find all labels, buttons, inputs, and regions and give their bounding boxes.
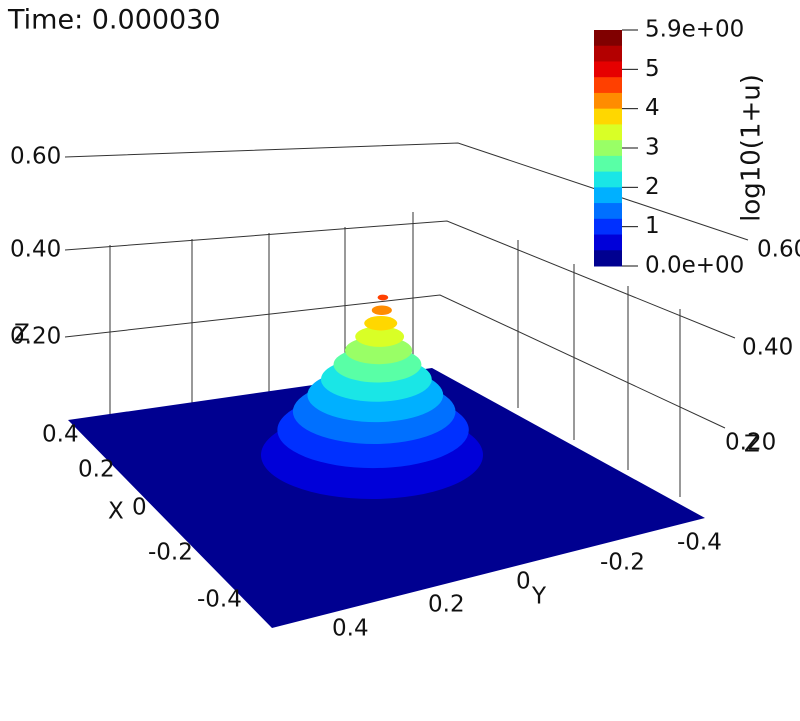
colorbar-band (594, 187, 622, 204)
colorbar-label: 5.9e+00 (645, 17, 744, 43)
colorbar-band (594, 203, 622, 220)
z-tick-label: 0.20 (725, 430, 776, 456)
grid-line (64, 220, 736, 339)
colorbar: 5.9e+00 5 4 3 2 1 0.0e+00 (594, 17, 744, 279)
colorbar-band (594, 234, 622, 251)
x-axis-name: X (108, 499, 124, 525)
z-tick-label: 0.60 (757, 237, 800, 263)
peak-band (377, 294, 389, 301)
grid-line (64, 294, 726, 429)
z-axis-name: Z (744, 432, 760, 458)
colorbar-title: log10(1+u) (737, 74, 767, 222)
colorbar-band (594, 171, 622, 188)
y-tick-label: -0.4 (677, 530, 722, 556)
colorbar-band (594, 140, 622, 157)
colorbar-band (594, 218, 622, 236)
colorbar-band (594, 124, 622, 141)
colorbar-band (594, 155, 622, 173)
grid-line (64, 142, 749, 241)
z-axis-name: Z (14, 321, 30, 347)
colorbar-band (594, 77, 622, 94)
x-tick-label: 0 (132, 495, 147, 521)
colorbar-label: 0.0e+00 (645, 253, 744, 279)
z-tick-label: 0.20 (10, 324, 61, 350)
x-tick-label: 0.2 (78, 457, 115, 483)
peak-band (364, 315, 398, 331)
y-tick-label: 0.4 (332, 616, 369, 642)
grid (64, 142, 749, 497)
y-tick-label: -0.2 (600, 550, 645, 576)
x-tick-label: -0.2 (148, 540, 193, 566)
y-tick-label: 0 (516, 569, 531, 595)
colorbar-band (594, 108, 622, 125)
peak-band (371, 305, 392, 315)
z-tick-label: 0.40 (10, 237, 61, 263)
colorbar-label: 4 (645, 95, 660, 121)
peak-band (355, 326, 405, 347)
colorbar-label: 2 (645, 174, 660, 200)
colorbar-label: 3 (645, 135, 660, 161)
y-axis-name: Y (531, 584, 547, 610)
z-tick-label: 0.40 (742, 335, 793, 361)
y-tick-label: 0.2 (428, 592, 465, 618)
colorbar-band (594, 250, 622, 267)
colorbar-band (594, 61, 622, 78)
colorbar-band (594, 92, 622, 110)
x-tick-label: 0.4 (42, 422, 79, 448)
time-label: Time: 0.000030 (7, 5, 221, 36)
colorbar-band (594, 45, 622, 62)
colorbar-band (594, 30, 622, 47)
peak (261, 294, 483, 499)
z-tick-label: 0.60 (10, 144, 61, 170)
x-tick-label: -0.4 (197, 587, 242, 613)
colorbar-label: 5 (645, 56, 660, 82)
colorbar-label: 1 (645, 213, 660, 239)
